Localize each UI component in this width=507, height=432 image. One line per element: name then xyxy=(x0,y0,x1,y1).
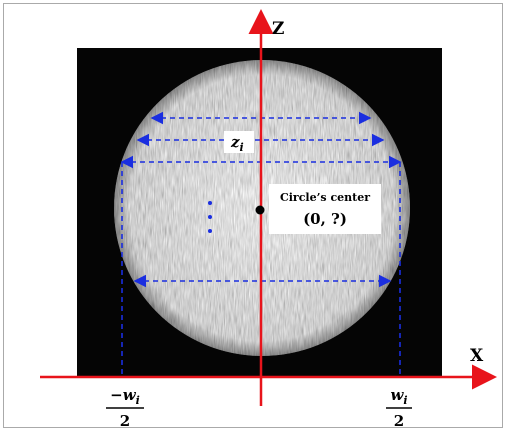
dot xyxy=(208,229,212,233)
left-subscript: i xyxy=(136,394,140,407)
right-numerator-text: w xyxy=(390,386,404,404)
dot xyxy=(208,215,212,219)
right-subscript: i xyxy=(403,394,407,407)
left-numerator: −wi xyxy=(110,386,140,407)
center-title: Circle’s center xyxy=(280,191,370,204)
diagram: zi z x Circle’s center (0, ?) −wi 2 wi 2 xyxy=(0,0,507,432)
dot xyxy=(208,201,212,205)
left-denominator: 2 xyxy=(120,412,130,430)
center-point xyxy=(256,206,265,215)
width-subscript: i xyxy=(240,141,244,154)
vertical-axis-label: z xyxy=(272,19,284,39)
right-denominator: 2 xyxy=(394,412,404,430)
center-coordinate: (0, ?) xyxy=(303,210,347,228)
horizontal-axis-label: x xyxy=(470,346,484,366)
width-symbol: z xyxy=(230,133,240,151)
left-numerator-text: −w xyxy=(110,386,137,404)
